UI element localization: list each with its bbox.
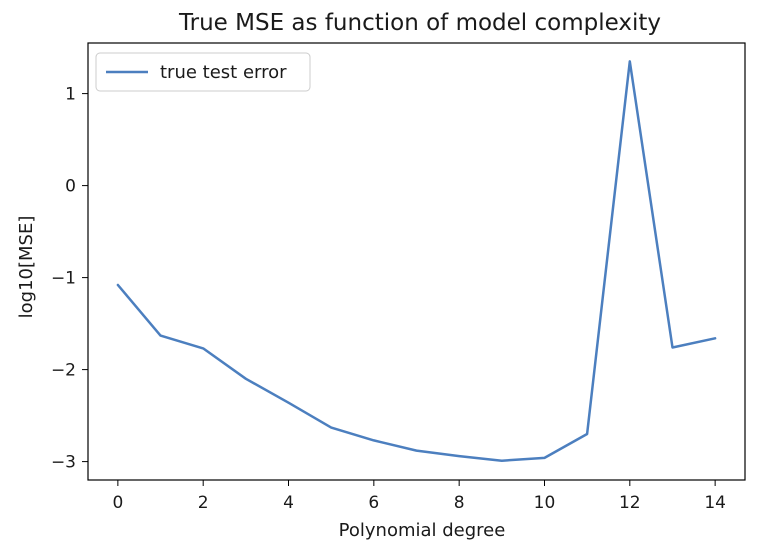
plot-frame <box>87 42 746 481</box>
x-axis-label: Polynomial degree <box>339 520 506 541</box>
x-tick-label: 4 <box>283 493 294 513</box>
series-line <box>116 60 717 462</box>
y-tick-label: −3 <box>51 453 76 473</box>
x-tick-label: 6 <box>368 493 379 513</box>
x-tick-label: 8 <box>454 493 465 513</box>
x-tick-label: 12 <box>619 493 641 513</box>
y-tick-label: 1 <box>65 85 76 105</box>
legend-box <box>95 52 311 92</box>
x-tick-label: 2 <box>198 493 209 513</box>
x-tick-label: 10 <box>534 493 556 513</box>
y-tick-label: 0 <box>65 177 76 197</box>
x-tick-label: 0 <box>112 493 123 513</box>
chart-title: True MSE as function of model complexity <box>178 10 661 36</box>
legend-label: true test error <box>160 62 287 83</box>
legend: true test error <box>95 52 311 92</box>
x-tick-label: 14 <box>704 493 726 513</box>
y-tick-label: −2 <box>51 361 76 381</box>
y-axis-label: log10[MSE] <box>16 216 37 319</box>
y-tick-label: −1 <box>51 269 76 289</box>
